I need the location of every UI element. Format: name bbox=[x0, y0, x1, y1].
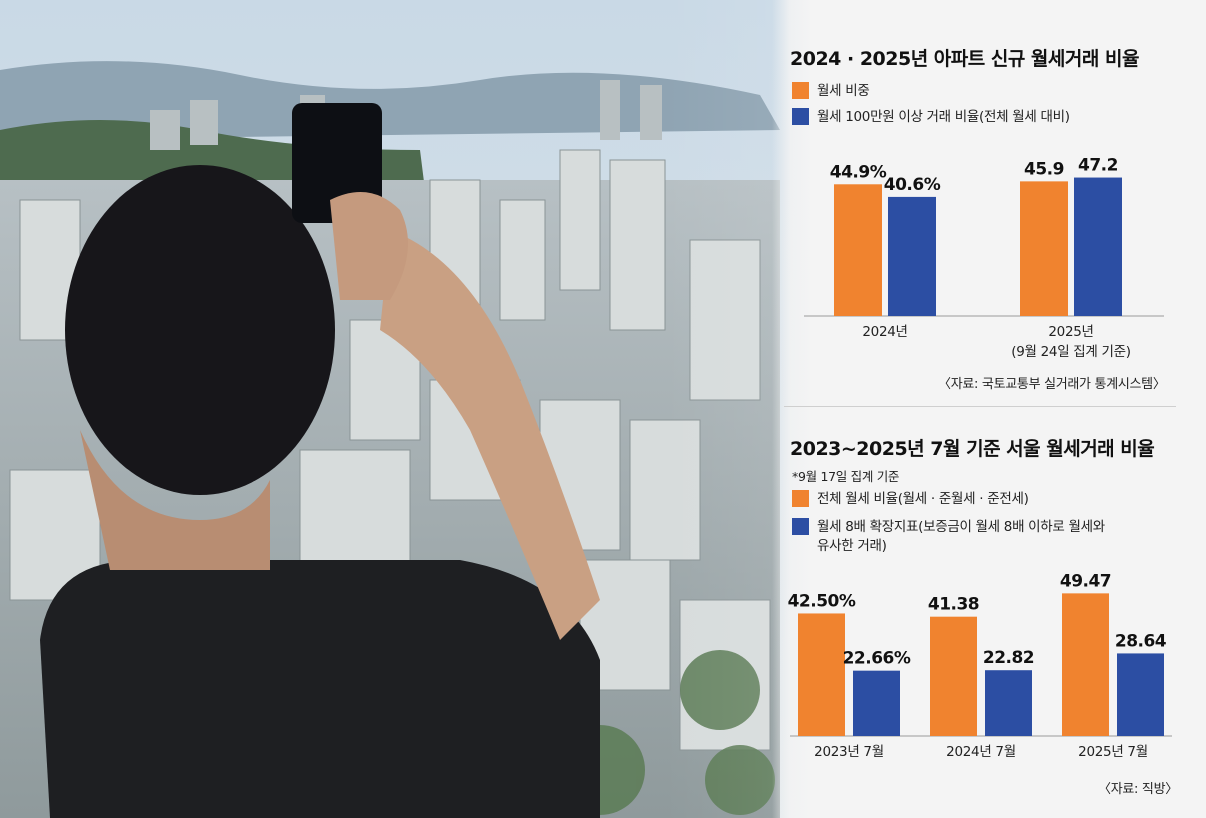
bar-value-label: 22.82 bbox=[983, 648, 1034, 668]
bar-value-label: 49.47 bbox=[1060, 571, 1111, 591]
category-label: (9월 24일 집계 기준) bbox=[1011, 344, 1131, 360]
top-chart-title: 2024 · 2025년 아파트 신규 월세거래 비율 bbox=[790, 48, 1139, 70]
bar-value-label: 22.66% bbox=[843, 649, 911, 669]
bar-orange bbox=[1062, 593, 1109, 736]
bar-orange bbox=[834, 184, 882, 316]
top-chart-source: 〈자료: 국토교통부 실거래가 통계시스템〉 bbox=[938, 377, 1166, 392]
legend-label: 월세 100만원 이상 거래 비율(전체 월세 대비) bbox=[817, 109, 1070, 125]
top-legend-orange: 월세 비중 bbox=[792, 82, 870, 101]
bar-orange bbox=[930, 616, 977, 736]
bar-orange bbox=[798, 613, 845, 736]
bar-blue bbox=[853, 670, 900, 736]
bar-blue bbox=[888, 196, 936, 316]
bar-value-label: 45.9 bbox=[1024, 159, 1064, 179]
section-divider bbox=[784, 406, 1176, 407]
bar-blue bbox=[1074, 177, 1122, 316]
bar-orange bbox=[1020, 181, 1068, 316]
bottom-legend-orange: 전체 월세 비율(월세 · 준월세 · 준전세) bbox=[792, 490, 1029, 509]
bottom-legend-blue: 월세 8배 확장지표(보증금이 월세 8배 이하로 월세와 유사한 거래) bbox=[792, 518, 1105, 556]
legend-swatch-blue bbox=[792, 518, 809, 535]
bar-value-label: 47.2 bbox=[1078, 156, 1118, 176]
legend-swatch-orange bbox=[792, 490, 809, 507]
bottom-chart-source: 〈자료: 직방〉 bbox=[1098, 782, 1178, 797]
bar-value-label: 41.38 bbox=[928, 595, 979, 615]
legend-swatch-orange bbox=[792, 82, 809, 99]
bar-value-label: 40.6% bbox=[884, 175, 941, 195]
category-label: 2024년 bbox=[862, 324, 907, 340]
legend-label: 월세 비중 bbox=[817, 83, 870, 99]
bar-value-label: 28.64 bbox=[1115, 631, 1167, 651]
category-label: 2025년 7월 bbox=[1078, 744, 1148, 760]
legend-label: 월세 8배 확장지표(보증금이 월세 8배 이하로 월세와 유사한 거래) bbox=[817, 519, 1105, 554]
bottom-chart-note: *9월 17일 집계 기준 bbox=[792, 469, 900, 484]
legend-label: 전체 월세 비율(월세 · 준월세 · 준전세) bbox=[817, 491, 1029, 507]
bottom-bar-chart: 42.50% 22.66% 2023년 7월 41.38 22.82 2024년 7월 49… bbox=[788, 571, 1172, 760]
category-label: 2024년 7월 bbox=[946, 744, 1016, 760]
bar-blue bbox=[1117, 653, 1164, 736]
bar-value-label: 42.50% bbox=[788, 591, 856, 611]
top-legend-blue: 월세 100만원 이상 거래 비율(전체 월세 대비) bbox=[792, 108, 1070, 127]
category-label: 2023년 7월 bbox=[814, 744, 884, 760]
bar-blue bbox=[985, 670, 1032, 736]
bottom-chart-title: 2023~2025년 7월 기준 서울 월세거래 비율 bbox=[790, 438, 1155, 460]
top-bar-chart: 44.9%40.6% 2024년 45.9 47.2 2025년 (9월 24일 집계 기… bbox=[804, 156, 1164, 360]
bar-value-label: 44.9% bbox=[830, 162, 887, 182]
category-label: 2025년 bbox=[1048, 324, 1093, 340]
legend-swatch-blue bbox=[792, 108, 809, 125]
